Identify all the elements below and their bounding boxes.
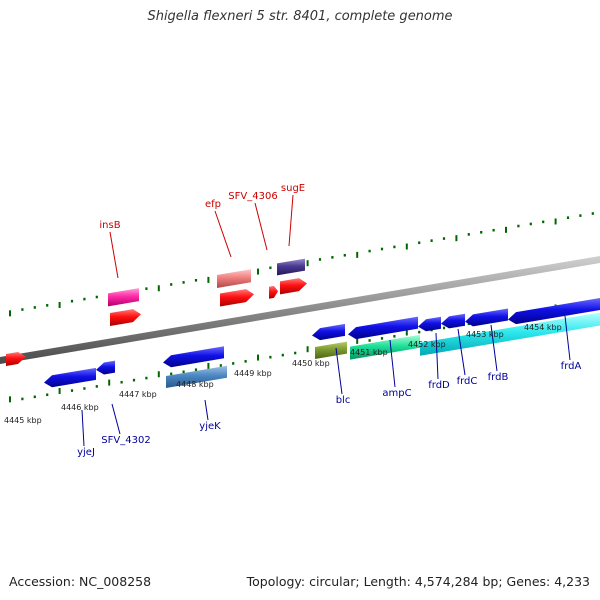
scale-label: 4449 kbp (234, 369, 272, 378)
label-leader (288, 194, 294, 247)
gene-forward-red (269, 285, 278, 299)
label-leader (389, 339, 396, 388)
gene-reverse-blue (465, 308, 508, 327)
genome-backbone (0, 256, 600, 364)
gene-label-callouts: insB efp SFV_4306 sugE yjeJ SFV_4302 yjeK blc am… (77, 183, 581, 458)
cds-reverse-cyan (420, 312, 600, 356)
gene-label: SFV_4302 (101, 435, 150, 446)
gene-label: sugE (281, 183, 305, 194)
label-leader (109, 231, 119, 279)
cds-forward-salmon (217, 269, 251, 288)
label-leader (490, 324, 498, 372)
genome-summary: Topology: circular; Length: 4,574,284 bp… (246, 574, 590, 589)
label-leader (457, 328, 466, 376)
scale-label: 4445 kbp (4, 416, 42, 425)
gene-label: yjeJ (77, 447, 95, 458)
gene-reverse-blue (348, 316, 418, 340)
label-leader (214, 210, 232, 258)
gene-forward-red (110, 309, 141, 326)
label-leader (435, 332, 439, 380)
reverse-strand-features (44, 298, 600, 389)
cds-reverse-olive (315, 341, 347, 359)
gene-label: yjeK (199, 421, 221, 432)
gene-label: frdA (561, 361, 582, 372)
label-leader (204, 399, 209, 421)
gene-label: ampC (382, 388, 411, 399)
gene-label: frdC (457, 376, 478, 387)
scale-label: 4454 kbp (524, 323, 562, 332)
scale-label: 4450 kbp (292, 359, 330, 368)
label-leader (111, 403, 121, 435)
scale-label: 4451 kbp (350, 348, 388, 357)
gene-forward-red (220, 289, 254, 307)
label-leader (335, 347, 343, 395)
cds-reverse-teal (350, 334, 420, 360)
cds-reverse-steel (166, 365, 227, 389)
gene-label: efp (205, 199, 221, 210)
scale-label: 4452 kbp (408, 340, 446, 349)
gene-label: SFV_4306 (228, 191, 277, 202)
scale-label: 4447 kbp (119, 390, 157, 399)
gene-label: insB (99, 220, 120, 231)
gene-reverse-blue (163, 346, 224, 368)
page-title: Shigella flexneri 5 str. 8401, complete … (147, 9, 453, 24)
label-leader (564, 315, 571, 361)
label-leader (81, 409, 85, 447)
scale-label: 4446 kbp (61, 403, 99, 412)
cds-forward-purple (277, 258, 305, 276)
gene-label: blc (336, 395, 351, 406)
gene-forward-red (6, 351, 26, 366)
gene-forward-red (280, 278, 307, 295)
gene-reverse-blue (312, 323, 345, 341)
label-leader (254, 202, 268, 251)
gene-reverse-blue (418, 316, 441, 332)
scale-label: 4448 kbp (176, 380, 214, 389)
gene-label: frdB (488, 372, 509, 383)
gene-reverse-blue (508, 298, 600, 325)
gene-reverse-blue (96, 360, 115, 375)
gene-label: frdD (428, 380, 450, 391)
scale-labels: 4445 kbp 4446 kbp 4447 kbp 4448 kbp 4449 kbp… (4, 323, 562, 425)
cds-forward-pink (108, 288, 139, 307)
accession-label: Accession: NC_008258 (9, 574, 152, 589)
gene-reverse-blue (441, 313, 465, 329)
forward-strand-features (6, 258, 307, 366)
gene-reverse-blue (44, 367, 96, 388)
scale-label: 4453 kbp (466, 330, 504, 339)
